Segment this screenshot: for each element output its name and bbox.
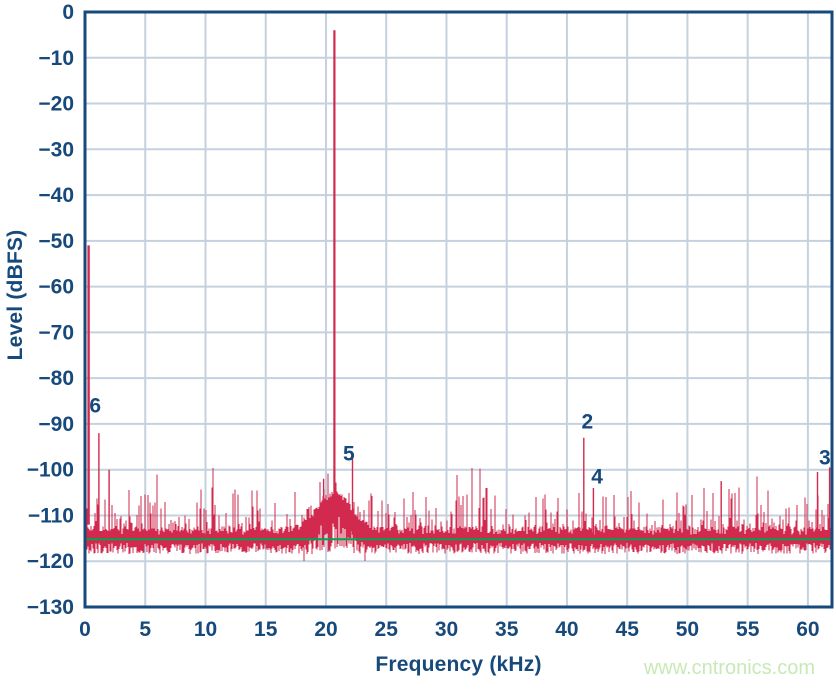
harmonic-marker-2: 2	[582, 411, 594, 434]
y-tick--20: −20	[38, 93, 74, 116]
y-axis-title: Level (dBFS)	[4, 229, 27, 361]
x-tick-45: 45	[616, 618, 640, 641]
harmonic-spur-lines	[98, 433, 831, 535]
y-tick-labels: 0 −10 −20 −30 −40 −50 −60 −70 −80 −90 −100 −110 −120…	[27, 1, 74, 619]
x-tick-35: 35	[495, 618, 519, 641]
y-tick-0: 0	[62, 1, 74, 24]
y-tick--70: −70	[38, 321, 74, 344]
x-tick-25: 25	[375, 618, 399, 641]
spectrum-noise-trace	[85, 467, 832, 561]
watermark-text: www.cntronics.com	[643, 657, 815, 679]
harmonic-marker-6: 6	[89, 395, 101, 418]
x-tick-50: 50	[676, 618, 699, 641]
harmonic-marker-3: 3	[819, 446, 831, 469]
y-tick--100: −100	[27, 459, 74, 482]
y-tick--110: −110	[28, 505, 74, 528]
x-tick-15: 15	[254, 618, 278, 641]
y-tick--120: −120	[27, 550, 74, 573]
x-tick-10: 10	[194, 618, 217, 641]
x-tick-40: 40	[555, 618, 578, 641]
plot-border	[83, 10, 834, 609]
y-tick--80: −80	[38, 367, 74, 390]
x-tick-55: 55	[736, 618, 760, 641]
x-axis-title: Frequency (kHz)	[375, 653, 542, 676]
x-tick-0: 0	[79, 618, 91, 641]
x-tick-labels: 0 5 10 15 20 25 30 35 40 45 50 55 60	[79, 618, 819, 641]
y-tick--30: −30	[38, 138, 74, 161]
y-tick--50: −50	[38, 230, 74, 253]
y-tick--90: −90	[38, 413, 74, 436]
x-tick-5: 5	[139, 618, 151, 641]
y-tick--40: −40	[38, 184, 74, 207]
harmonic-marker-labels: 2 3 4 5 6	[89, 395, 830, 489]
harmonic-marker-4: 4	[591, 466, 603, 489]
x-tick-60: 60	[796, 618, 819, 641]
x-tick-20: 20	[314, 618, 337, 641]
y-tick--60: −60	[38, 276, 74, 299]
y-tick--130: −130	[27, 596, 74, 619]
harmonic-marker-5: 5	[343, 443, 355, 466]
y-tick--10: −10	[38, 47, 74, 70]
x-tick-30: 30	[435, 618, 458, 641]
